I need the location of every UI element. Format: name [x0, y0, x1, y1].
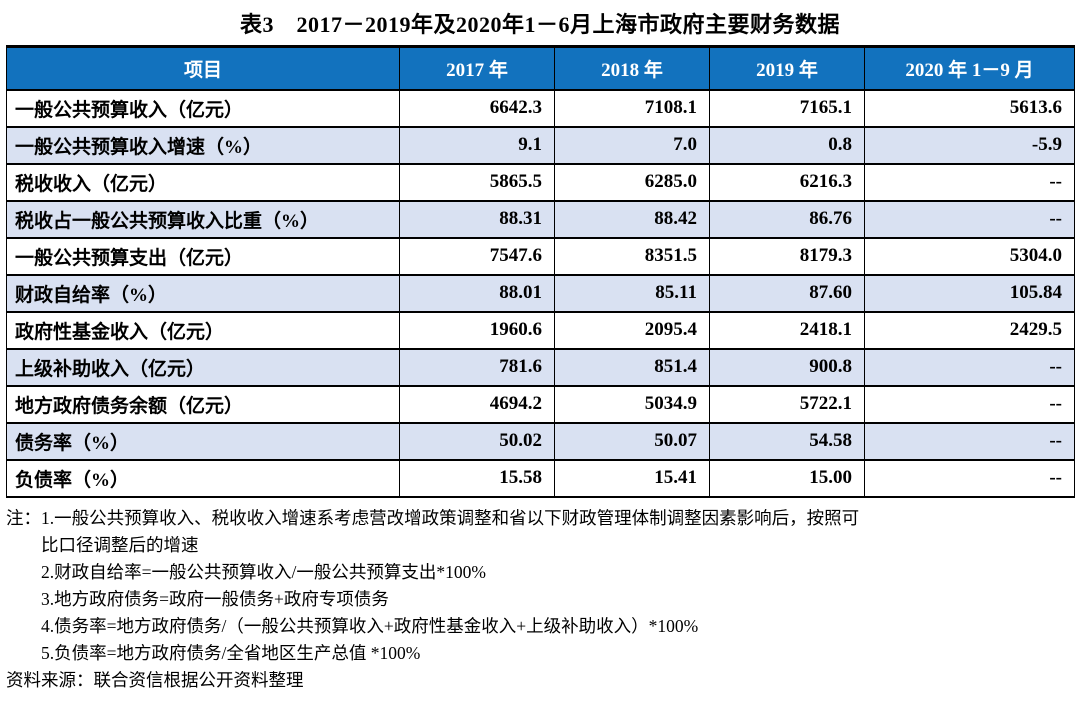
source-line: 资料来源：联合资信根据公开资料整理	[6, 669, 304, 690]
row-label: 政府性基金收入（亿元）	[6, 311, 400, 350]
row-label: 财政自给率（%）	[6, 274, 400, 313]
table-row: 政府性基金收入（亿元） 1960.6 2095.4 2418.1 2429.5	[6, 311, 1075, 350]
value-cell: 88.31	[399, 200, 555, 239]
table-row: 一般公共预算收入增速（%） 9.1 7.0 0.8 -5.9	[6, 126, 1075, 165]
row-label: 债务率（%）	[6, 422, 400, 461]
value-cell: 87.60	[709, 274, 865, 313]
note-line: 3.地方政府债务=政府一般债务+政府专项债务	[41, 588, 389, 609]
table-row: 税收收入（亿元） 5865.5 6285.0 6216.3 --	[6, 163, 1075, 202]
header-cell-item: 项目	[6, 46, 400, 91]
table-row: 负债率（%） 15.58 15.41 15.00 --	[6, 459, 1075, 498]
header-cell-2019: 2019 年	[709, 46, 865, 91]
value-cell: 7108.1	[554, 89, 710, 128]
value-cell: 50.07	[554, 422, 710, 461]
row-label: 一般公共预算支出（亿元）	[6, 237, 400, 276]
value-cell: 5613.6	[864, 89, 1075, 128]
note-line: 4.债务率=地方政府债务/（一般公共预算收入+政府性基金收入+上级补助收入）*1…	[41, 615, 699, 636]
note-line: 5.负债率=地方政府债务/全省地区生产总值 *100%	[41, 642, 421, 663]
row-label: 税收收入（亿元）	[6, 163, 400, 202]
value-cell: 9.1	[399, 126, 555, 165]
header-cell-2020-1-9: 2020 年 1－9 月	[864, 46, 1075, 91]
value-cell: 5304.0	[864, 237, 1075, 276]
table-row: 一般公共预算支出（亿元） 7547.6 8351.5 8179.3 5304.0	[6, 237, 1075, 276]
value-cell: 85.11	[554, 274, 710, 313]
table-body: 一般公共预算收入（亿元） 6642.3 7108.1 7165.1 5613.6 一般公共…	[6, 89, 1075, 498]
value-cell: --	[864, 163, 1075, 202]
value-cell: 7547.6	[399, 237, 555, 276]
value-cell: 1960.6	[399, 311, 555, 350]
table-row: 税收占一般公共预算收入比重（%） 88.31 88.42 86.76 --	[6, 200, 1075, 239]
value-cell: -5.9	[864, 126, 1075, 165]
table-header-row: 项目 2017 年 2018 年 2019 年 2020 年 1－9 月	[6, 46, 1075, 91]
value-cell: 900.8	[709, 348, 865, 387]
value-cell: --	[864, 348, 1075, 387]
value-cell: 5722.1	[709, 385, 865, 424]
note-line: 比口径调整后的增速	[41, 534, 199, 555]
value-cell: 4694.2	[399, 385, 555, 424]
value-cell: 0.8	[709, 126, 865, 165]
value-cell: 15.00	[709, 459, 865, 498]
row-label: 负债率（%）	[6, 459, 400, 498]
row-label: 一般公共预算收入增速（%）	[6, 126, 400, 165]
table-row: 上级补助收入（亿元） 781.6 851.4 900.8 --	[6, 348, 1075, 387]
value-cell: 86.76	[709, 200, 865, 239]
value-cell: 15.58	[399, 459, 555, 498]
value-cell: 8179.3	[709, 237, 865, 276]
value-cell: --	[864, 385, 1075, 424]
value-cell: --	[864, 200, 1075, 239]
value-cell: 7165.1	[709, 89, 865, 128]
value-cell: 8351.5	[554, 237, 710, 276]
row-label: 一般公共预算收入（亿元）	[6, 89, 400, 128]
value-cell: 5034.9	[554, 385, 710, 424]
value-cell: 6642.3	[399, 89, 555, 128]
value-cell: 851.4	[554, 348, 710, 387]
row-label: 地方政府债务余额（亿元）	[6, 385, 400, 424]
header-cell-2018: 2018 年	[554, 46, 710, 91]
note-line: 注：1.一般公共预算收入、税收收入增速系考虑营改增政策调整和省以下财政管理体制调…	[6, 507, 860, 528]
value-cell: 88.01	[399, 274, 555, 313]
value-cell: 15.41	[554, 459, 710, 498]
table-row: 财政自给率（%） 88.01 85.11 87.60 105.84	[6, 274, 1075, 313]
table-row: 一般公共预算收入（亿元） 6642.3 7108.1 7165.1 5613.6	[6, 89, 1075, 128]
row-label: 上级补助收入（亿元）	[6, 348, 400, 387]
financial-data-table: 项目 2017 年 2018 年 2019 年 2020 年 1－9 月 一般公…	[6, 45, 1075, 498]
value-cell: 54.58	[709, 422, 865, 461]
value-cell: 2418.1	[709, 311, 865, 350]
value-cell: 2429.5	[864, 311, 1075, 350]
row-label: 税收占一般公共预算收入比重（%）	[6, 200, 400, 239]
table-row: 债务率（%） 50.02 50.07 54.58 --	[6, 422, 1075, 461]
value-cell: 88.42	[554, 200, 710, 239]
value-cell: 2095.4	[554, 311, 710, 350]
table-row: 地方政府债务余额（亿元） 4694.2 5034.9 5722.1 --	[6, 385, 1075, 424]
value-cell: 6216.3	[709, 163, 865, 202]
value-cell: 781.6	[399, 348, 555, 387]
value-cell: 5865.5	[399, 163, 555, 202]
note-line: 2.财政自给率=一般公共预算收入/一般公共预算支出*100%	[41, 561, 486, 582]
value-cell: 7.0	[554, 126, 710, 165]
header-cell-2017: 2017 年	[399, 46, 555, 91]
table-title: 表3 2017－2019年及2020年1－6月上海市政府主要财务数据	[239, 12, 840, 37]
value-cell: 6285.0	[554, 163, 710, 202]
notes-block: 注：1.一般公共预算收入、税收收入增速系考虑营改增政策调整和省以下财政管理体制调…	[6, 505, 1080, 667]
value-cell: 105.84	[864, 274, 1075, 313]
value-cell: 50.02	[399, 422, 555, 461]
value-cell: --	[864, 459, 1075, 498]
value-cell: --	[864, 422, 1075, 461]
